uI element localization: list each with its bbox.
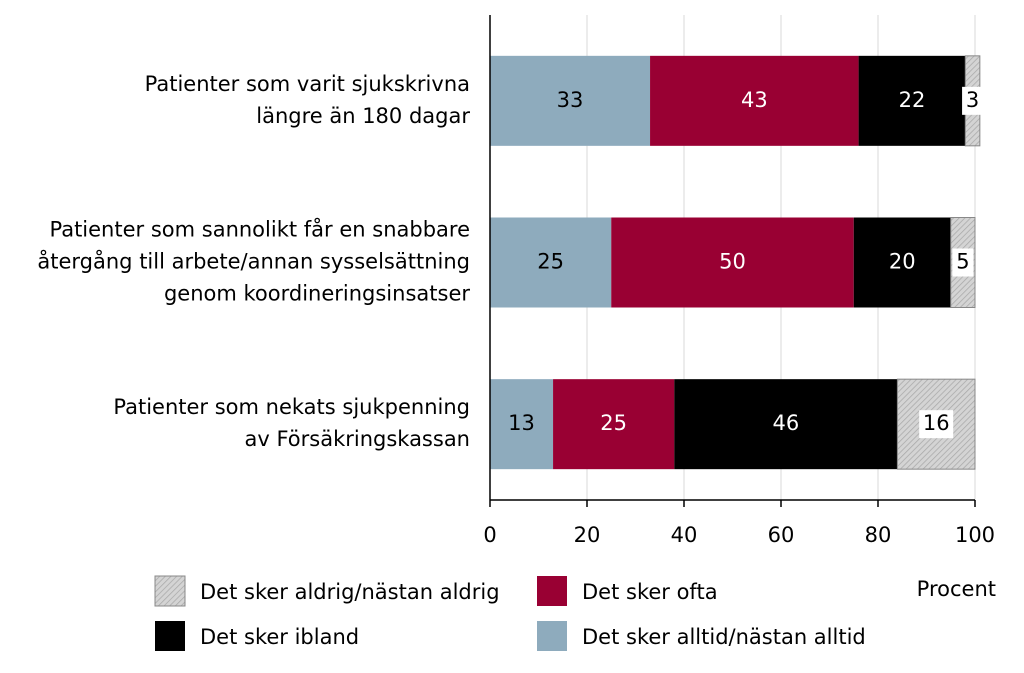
label-box [919,410,954,439]
bar-segment [674,379,898,470]
x-tick-label: 0 [483,523,496,547]
category-label: längre än 180 dagar [256,104,470,128]
data-label: 50 [719,250,746,274]
category-label: Patienter som nekats sjukpenning [113,395,470,419]
bar-segment [650,55,859,146]
bar-segment [490,217,612,308]
x-axis-label: Procent [917,577,996,601]
category-label: Patienter som varit sjukskrivna [145,72,470,96]
legend-swatch [537,621,567,651]
x-tick-label: 20 [574,523,601,547]
label-box [952,248,974,277]
data-label: 43 [741,88,768,112]
legend-swatch [155,621,185,651]
x-tick-label: 60 [768,523,795,547]
data-label: 25 [537,250,564,274]
bar-segment [490,55,651,146]
x-tick-label: 100 [955,523,995,547]
data-label: 22 [899,88,926,112]
bar-segment [490,379,554,470]
bar-segment [553,379,675,470]
category-label: återgång till arbete/annan sysselsättnin… [37,249,470,274]
bar-segment [611,217,854,308]
x-tick-label: 80 [865,523,892,547]
legend-swatch [537,576,567,606]
data-label: 5 [956,250,969,274]
legend-label: Det sker ibland [200,625,359,649]
category-label: genom koordineringsinsatser [164,282,470,306]
bar-segment [858,55,966,146]
data-label: 46 [772,411,799,435]
legend-label: Det sker alltid/nästan alltid [582,625,866,649]
bar-segment [853,217,951,308]
x-tick-label: 40 [671,523,698,547]
data-label: 16 [923,411,950,435]
data-label: 13 [508,411,535,435]
category-label: Patienter som sannolikt får en snabbare [49,217,470,242]
legend-label: Det sker ofta [582,580,718,604]
data-label: 25 [600,411,627,435]
legend-swatch [154,575,186,607]
category-label: av Försäkringskassan [244,427,470,451]
data-label: 33 [557,88,584,112]
legend-label: Det sker aldrig/nästan aldrig [200,580,500,604]
data-label: 3 [966,88,979,112]
label-box [962,86,984,115]
data-label: 20 [889,250,916,274]
